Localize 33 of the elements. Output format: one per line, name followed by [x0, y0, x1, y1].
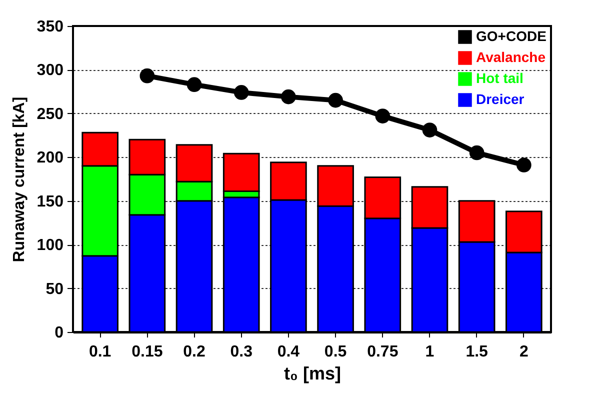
x-tick-label: 0.15 [132, 344, 163, 360]
x-tick-label: 2 [519, 344, 528, 360]
point [234, 85, 249, 100]
point [140, 68, 155, 84]
y-tick-label: 250 [36, 106, 64, 123]
y-tick-label: 50 [46, 280, 64, 298]
point [375, 108, 390, 124]
point [281, 89, 296, 104]
x-tick-label: 0.4 [277, 344, 300, 360]
legend-label: Avalanche [476, 49, 546, 65]
point [469, 145, 484, 160]
point [516, 158, 532, 172]
y-tick-label: 150 [36, 193, 64, 210]
point [422, 122, 438, 138]
x-tick-label: 0.3 [230, 344, 253, 360]
point [186, 77, 202, 92]
y-tick-label: 200 [36, 150, 64, 167]
legend-label: Hot tail [476, 70, 524, 86]
x-axis-title: t₀ [ms] [284, 364, 342, 384]
y-tick-label: 100 [36, 237, 64, 254]
y-axis-title: Runaway current [kA] [10, 96, 28, 262]
legend-label: GO+CODE [476, 28, 546, 44]
x-tick-label: 1.5 [466, 344, 488, 360]
y-tick-label: 350 [36, 18, 64, 36]
x-tick-label: 0.1 [88, 344, 112, 360]
point [328, 92, 343, 108]
x-tick-label: 1 [425, 344, 434, 360]
x-tick-label: 0.2 [183, 344, 206, 360]
y-tick-label: 300 [36, 62, 64, 80]
x-tick-label: 0.5 [324, 344, 347, 360]
legend-label: Dreicer [476, 91, 525, 107]
x-tick-label: 0.75 [367, 344, 398, 360]
y-tick-label: 0 [54, 324, 64, 342]
